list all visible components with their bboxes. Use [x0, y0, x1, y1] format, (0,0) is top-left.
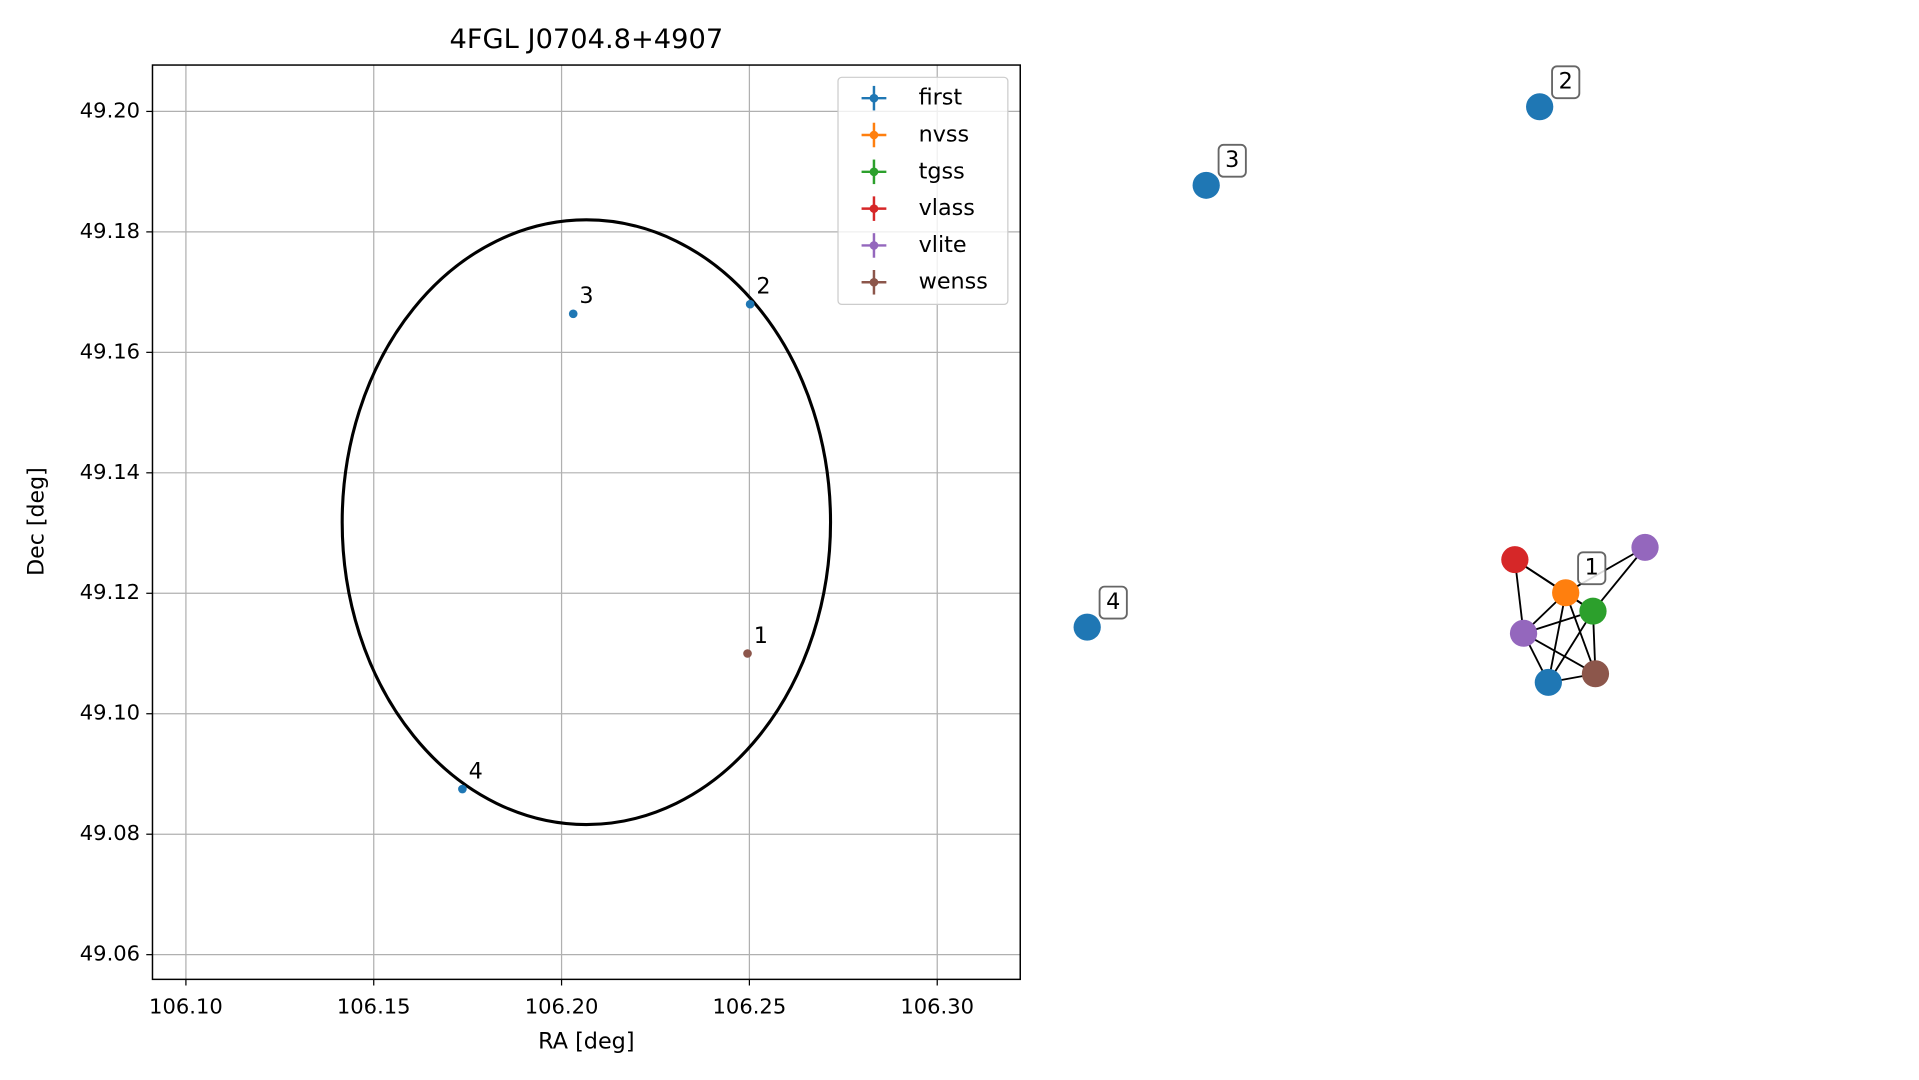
point-label: 2: [756, 274, 770, 300]
point: [743, 649, 752, 658]
edge: [1564, 592, 1597, 675]
y-tick-label: 49.12: [80, 580, 140, 604]
node: [1509, 619, 1538, 647]
point-label: 3: [579, 283, 593, 309]
node: [1534, 668, 1562, 696]
legend-marker: [869, 277, 879, 287]
node-label: 1: [1585, 555, 1599, 581]
edge: [1547, 592, 1567, 683]
plot-frame: [151, 64, 1021, 981]
x-tick-label: 106.25: [713, 995, 787, 1019]
chart-title: 4FGL J0704.8+4907: [450, 24, 724, 55]
node-label: 2: [1559, 69, 1573, 95]
x-tick-label: 106.30: [900, 995, 974, 1019]
point: [568, 309, 578, 319]
node: [1579, 597, 1607, 625]
node-label-box: [1217, 143, 1247, 178]
legend-label: tgss: [919, 158, 965, 184]
node-label-box: [1551, 65, 1581, 100]
legend-marker: [869, 204, 879, 213]
legend-label: wenss: [919, 269, 988, 295]
point-label: 1: [754, 623, 768, 649]
y-tick-label: 49.18: [80, 219, 140, 243]
point-label: 4: [469, 758, 483, 784]
legend-marker: [869, 93, 879, 103]
node: [1526, 93, 1554, 121]
legend-label: first: [919, 85, 963, 111]
legend: first nvss tgss vlass vlite wenss: [837, 76, 1009, 305]
legend-marker: [869, 167, 879, 177]
node: [1631, 533, 1659, 561]
legend-marker: [869, 130, 879, 140]
error-ellipse: [340, 218, 833, 827]
node: [1192, 171, 1220, 199]
node: [1581, 660, 1610, 688]
y-tick-label: 49.20: [80, 98, 140, 122]
y-tick-label: 49.16: [80, 339, 140, 363]
node-label-box: [1098, 585, 1128, 620]
edge: [1547, 610, 1594, 683]
legend-label: vlass: [919, 195, 975, 221]
y-tick-label: 49.08: [80, 821, 140, 845]
node: [1501, 546, 1529, 574]
point: [458, 784, 467, 794]
x-tick-label: 106.20: [525, 995, 599, 1019]
edge: [1523, 632, 1596, 675]
node-label: 3: [1225, 147, 1239, 173]
node-label: 4: [1106, 589, 1120, 615]
y-axis-label: Dec [deg]: [24, 467, 50, 576]
x-tick-label: 106.10: [149, 995, 223, 1019]
legend-label: nvss: [919, 122, 970, 148]
y-tick-label: 49.06: [80, 942, 140, 966]
x-axis-label: RA [deg]: [538, 1029, 634, 1055]
node-label-box: [1577, 551, 1607, 586]
y-tick-label: 49.10: [80, 701, 140, 725]
legend-label: vlite: [919, 232, 967, 258]
node: [1552, 579, 1580, 607]
y-tick-label: 49.14: [80, 460, 140, 484]
legend-marker: [869, 241, 879, 250]
node: [1073, 613, 1101, 641]
edge: [1592, 546, 1646, 612]
x-tick-label: 106.15: [337, 995, 411, 1019]
point: [745, 299, 755, 309]
